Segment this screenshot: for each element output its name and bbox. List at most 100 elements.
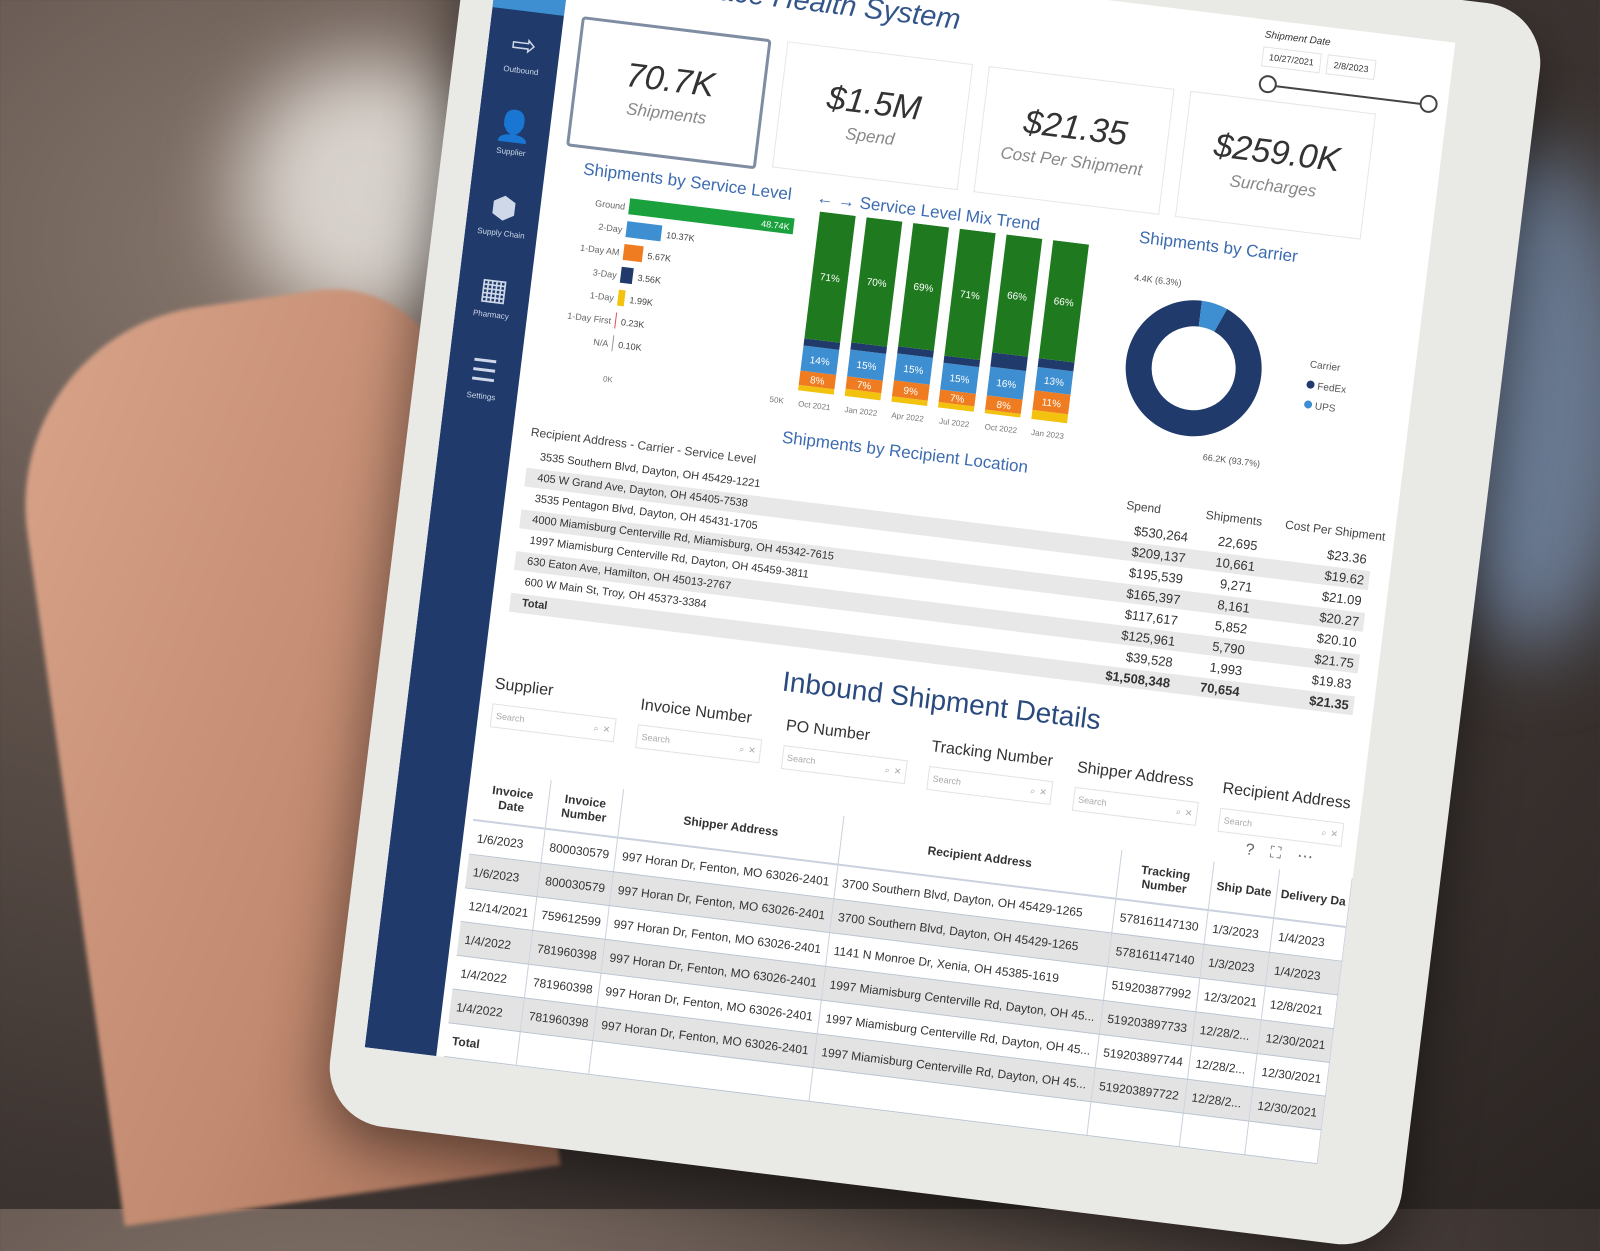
bar-3-day[interactable] — [619, 266, 634, 285]
help-icon[interactable]: ? — [1244, 841, 1256, 860]
sidebar-item-supply-chain[interactable]: ⬢ Supply Chain — [462, 170, 543, 260]
stack-segment[interactable] — [898, 222, 949, 351]
bar-1-day[interactable] — [617, 289, 626, 307]
forward-arrow-icon[interactable]: → — [837, 190, 857, 212]
column-header[interactable]: Ship Date — [1208, 861, 1280, 919]
stack-segment[interactable] — [992, 234, 1043, 357]
stack-segment[interactable] — [1034, 367, 1074, 395]
search-icon[interactable]: ⌕ — [593, 722, 600, 733]
search-icon[interactable]: ⌕ — [738, 743, 745, 754]
kpi-label: Spend — [844, 124, 896, 150]
stack-segment[interactable] — [1032, 390, 1071, 415]
bar-2-day[interactable] — [625, 221, 663, 242]
segment-label: 71% — [959, 289, 980, 302]
clear-icon[interactable]: ✕ — [1184, 807, 1194, 818]
stack-segment[interactable] — [943, 355, 981, 368]
stack-segment[interactable] — [937, 402, 975, 412]
filter-supplier: Supplier Search ⌕ ✕ — [488, 676, 620, 758]
bar-1-day-am[interactable] — [622, 243, 644, 263]
stack-segment[interactable] — [847, 349, 887, 381]
sidebar-item-settings[interactable]: ☰ Settings — [442, 333, 523, 423]
end-date-input[interactable]: 2/8/2023 — [1325, 54, 1377, 81]
stack-segment[interactable] — [800, 345, 840, 375]
clear-icon[interactable]: ✕ — [893, 765, 902, 777]
focus-mode-icon[interactable]: ⛶ — [1269, 844, 1283, 863]
matrix-column-header[interactable]: Shipments — [1205, 507, 1264, 529]
clear-icon[interactable]: ✕ — [1038, 786, 1048, 797]
filter-search-input[interactable]: Search ⌕ ✕ — [926, 765, 1054, 806]
kpi-card-cost-per-shipment[interactable]: $21.35 Cost Per Shipment — [973, 66, 1175, 215]
filter-label: Invoice Number — [639, 696, 753, 727]
stack-segment[interactable] — [891, 396, 928, 407]
sidebar-item-pharmacy[interactable]: ▦ Pharmacy — [452, 251, 533, 341]
stack-segment[interactable] — [1037, 358, 1075, 372]
matrix-column-header[interactable]: Spend — [1125, 498, 1162, 517]
stack-segment[interactable] — [803, 338, 841, 350]
donut-slice-fedex[interactable] — [1118, 292, 1270, 444]
stack-segment[interactable] — [844, 388, 882, 401]
filter-search-input[interactable]: Search ⌕ ✕ — [489, 703, 617, 743]
stack-segment[interactable] — [938, 389, 976, 407]
stack-segment[interactable] — [798, 370, 837, 390]
bar-n-a[interactable] — [611, 335, 615, 352]
column-header[interactable]: Invoice Date — [473, 771, 552, 829]
slider-start-handle[interactable] — [1257, 74, 1278, 95]
clear-icon[interactable]: ✕ — [747, 744, 757, 756]
stack-segment[interactable] — [990, 352, 1028, 372]
search-icon[interactable]: ⌕ — [1175, 805, 1182, 817]
search-placeholder: Search — [1077, 794, 1108, 808]
stack-segment[interactable] — [798, 384, 835, 395]
search-icon[interactable]: ⌕ — [1320, 826, 1328, 838]
bar-1-day-first[interactable] — [614, 312, 618, 329]
stack-segment[interactable] — [845, 376, 883, 394]
filter-search-input[interactable]: Search ⌕ ✕ — [1071, 786, 1199, 826]
stack-segment[interactable] — [986, 366, 1027, 400]
stack-segment[interactable] — [984, 409, 1021, 418]
cell-shipments: 5,790 — [1211, 638, 1246, 658]
kpi-card-surcharges[interactable]: $259.0K Surcharges — [1174, 90, 1377, 240]
kpi-value: 70.7K — [623, 56, 717, 105]
cell-cps: $21.35 — [1308, 692, 1350, 713]
stack-segment[interactable] — [897, 346, 934, 358]
clear-icon[interactable]: ✕ — [602, 723, 611, 735]
stack-segment[interactable] — [851, 217, 903, 347]
stack-segment[interactable] — [940, 362, 980, 394]
filter-search-input[interactable]: Search ⌕ ✕ — [1217, 807, 1345, 847]
x-tick-label: Jan 2022 — [844, 405, 878, 418]
donut-slice-ups[interactable] — [1198, 300, 1228, 333]
stack-segment[interactable] — [850, 342, 887, 354]
filter-search-input[interactable]: Search ⌕ ✕ — [780, 745, 908, 785]
stack-segment[interactable] — [1038, 240, 1089, 363]
stack-segment[interactable] — [804, 211, 856, 343]
slice-label-ups: 4.4K (6.3%) — [1134, 272, 1182, 288]
more-options-icon[interactable]: ⋯ — [1296, 847, 1315, 867]
stack-segment[interactable] — [944, 228, 996, 360]
matrix-column-header[interactable]: Cost Per Shipment — [1284, 517, 1387, 544]
segment-label: 8% — [809, 375, 825, 388]
filter-search-input[interactable]: Search ⌕ ✕ — [635, 724, 763, 764]
bar-category-label: 2-Day — [598, 222, 624, 235]
kpi-value: $1.5M — [824, 78, 924, 128]
slider-end-handle[interactable] — [1418, 93, 1439, 114]
column-header[interactable]: Invoice Number — [545, 780, 624, 838]
bar-ground[interactable] — [628, 198, 795, 235]
search-icon[interactable]: ⌕ — [1029, 785, 1037, 796]
x-tick-label: Oct 2021 — [798, 399, 832, 412]
sidebar-item-outbound[interactable]: ⇨ Outbound — [482, 7, 563, 97]
sidebar-item-supplier[interactable]: 👤 Supplier — [472, 88, 553, 178]
back-arrow-icon[interactable]: ← — [815, 188, 835, 210]
dashboard-screen: ⇦Inbound⇨Outbound👤Supplier⬢Supply Chain▦… — [364, 0, 1456, 1165]
stack-segment[interactable] — [893, 353, 933, 385]
stack-segment[interactable] — [985, 395, 1023, 414]
bar-data-label: 1.99K — [629, 295, 654, 308]
stack-segment[interactable] — [891, 380, 930, 401]
start-date-input[interactable]: 10/27/2021 — [1260, 46, 1323, 74]
legend-item[interactable]: UPS — [1314, 401, 1336, 414]
clear-icon[interactable]: ✕ — [1329, 827, 1339, 839]
column-header[interactable]: Delivery Da — [1273, 869, 1353, 928]
stack-segment[interactable] — [1031, 409, 1069, 424]
legend-item[interactable]: FedEx — [1317, 381, 1347, 395]
search-icon[interactable]: ⌕ — [884, 764, 891, 775]
kpi-card-spend[interactable]: $1.5M Spend — [771, 41, 974, 191]
kpi-card-shipments[interactable]: 70.7K Shipments — [566, 16, 772, 170]
